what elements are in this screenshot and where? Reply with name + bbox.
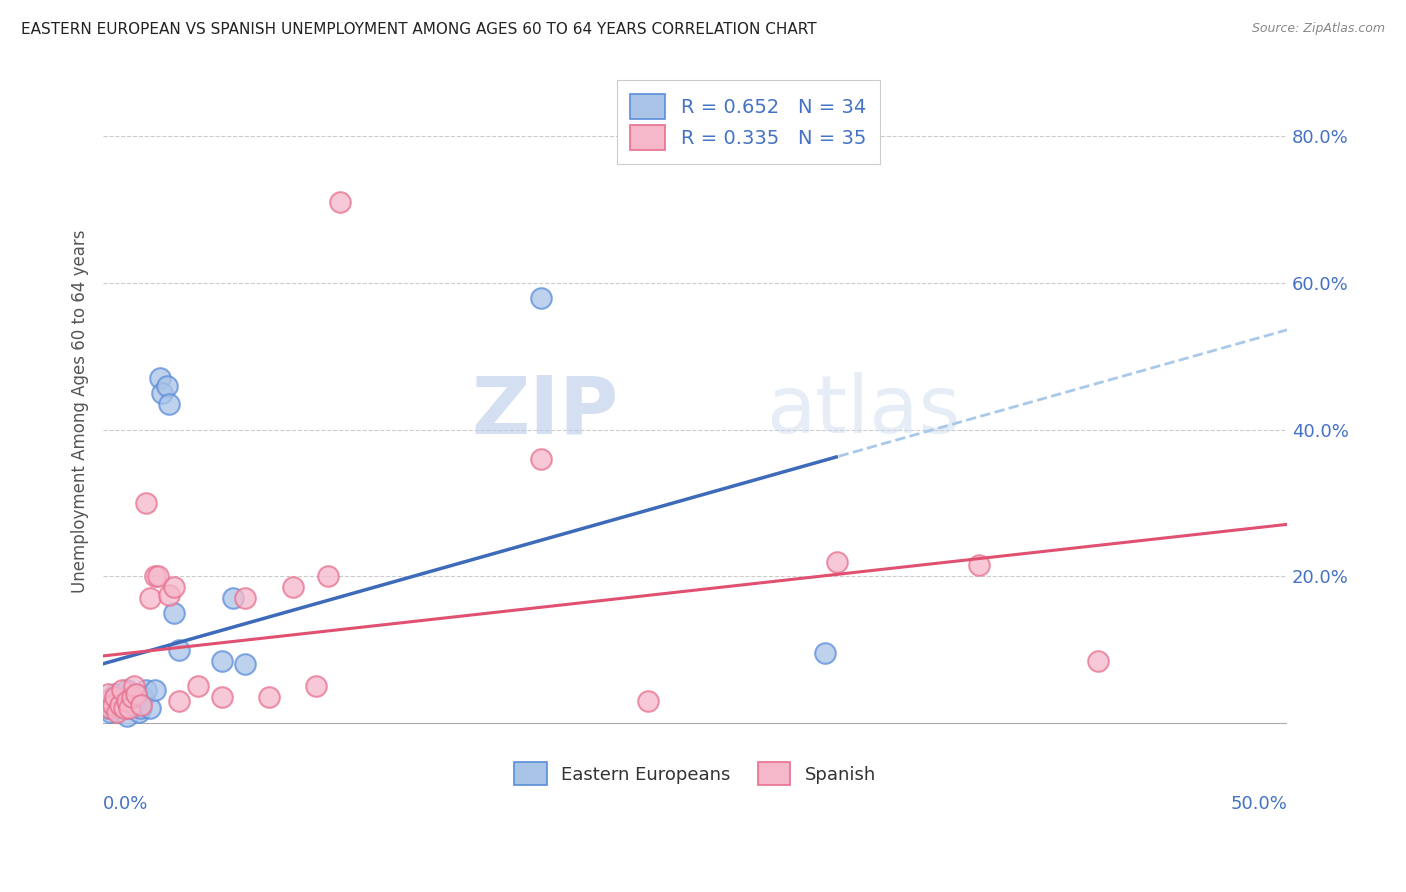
Point — [122, 679, 145, 693]
Point — [167, 694, 190, 708]
Point — [187, 679, 209, 693]
Point — [115, 708, 138, 723]
Point — [222, 591, 245, 606]
Point — [94, 701, 117, 715]
Point — [104, 698, 127, 712]
Point — [118, 701, 141, 715]
Point — [129, 701, 152, 715]
Point — [163, 580, 186, 594]
Point — [108, 698, 131, 712]
Point — [98, 701, 121, 715]
Point — [1087, 654, 1109, 668]
Legend: Eastern Europeans, Spanish: Eastern Europeans, Spanish — [503, 751, 887, 796]
Point — [128, 705, 150, 719]
Point — [132, 690, 155, 705]
Point — [233, 657, 256, 672]
Point — [125, 694, 148, 708]
Point — [101, 698, 124, 712]
Point — [104, 687, 127, 701]
Point — [139, 701, 162, 715]
Text: EASTERN EUROPEAN VS SPANISH UNEMPLOYMENT AMONG AGES 60 TO 64 YEARS CORRELATION C: EASTERN EUROPEAN VS SPANISH UNEMPLOYMENT… — [21, 22, 817, 37]
Point — [149, 371, 172, 385]
Point — [111, 698, 134, 712]
Point — [156, 378, 179, 392]
Text: 50.0%: 50.0% — [1230, 795, 1286, 814]
Point — [139, 591, 162, 606]
Point — [637, 694, 659, 708]
Point — [257, 690, 280, 705]
Point — [129, 698, 152, 712]
Point — [159, 397, 181, 411]
Point — [825, 555, 848, 569]
Point — [305, 679, 328, 693]
Point — [111, 683, 134, 698]
Point — [97, 698, 120, 712]
Point — [233, 591, 256, 606]
Point — [814, 646, 837, 660]
Point — [97, 687, 120, 701]
Point — [150, 385, 173, 400]
Point — [121, 690, 143, 705]
Point — [143, 683, 166, 698]
Point — [114, 694, 136, 708]
Point — [114, 701, 136, 715]
Point — [530, 451, 553, 466]
Point — [143, 569, 166, 583]
Point — [98, 705, 121, 719]
Text: atlas: atlas — [766, 372, 960, 450]
Point — [211, 690, 233, 705]
Point — [105, 705, 128, 719]
Text: ZIP: ZIP — [471, 372, 619, 450]
Point — [530, 291, 553, 305]
Point — [94, 694, 117, 708]
Point — [98, 701, 121, 715]
Point — [108, 701, 131, 715]
Point — [167, 642, 190, 657]
Point — [159, 588, 181, 602]
Point — [146, 569, 169, 583]
Point — [105, 690, 128, 705]
Text: 0.0%: 0.0% — [103, 795, 149, 814]
Point — [115, 683, 138, 698]
Point — [121, 690, 143, 705]
Point — [115, 694, 138, 708]
Point — [281, 580, 304, 594]
Point — [135, 496, 157, 510]
Point — [125, 687, 148, 701]
Point — [135, 683, 157, 698]
Point — [329, 195, 352, 210]
Y-axis label: Unemployment Among Ages 60 to 64 years: Unemployment Among Ages 60 to 64 years — [72, 229, 89, 593]
Point — [101, 694, 124, 708]
Point — [163, 606, 186, 620]
Point — [316, 569, 339, 583]
Point — [211, 654, 233, 668]
Text: Source: ZipAtlas.com: Source: ZipAtlas.com — [1251, 22, 1385, 36]
Point — [118, 701, 141, 715]
Point — [104, 690, 127, 705]
Point — [122, 698, 145, 712]
Point — [967, 558, 990, 573]
